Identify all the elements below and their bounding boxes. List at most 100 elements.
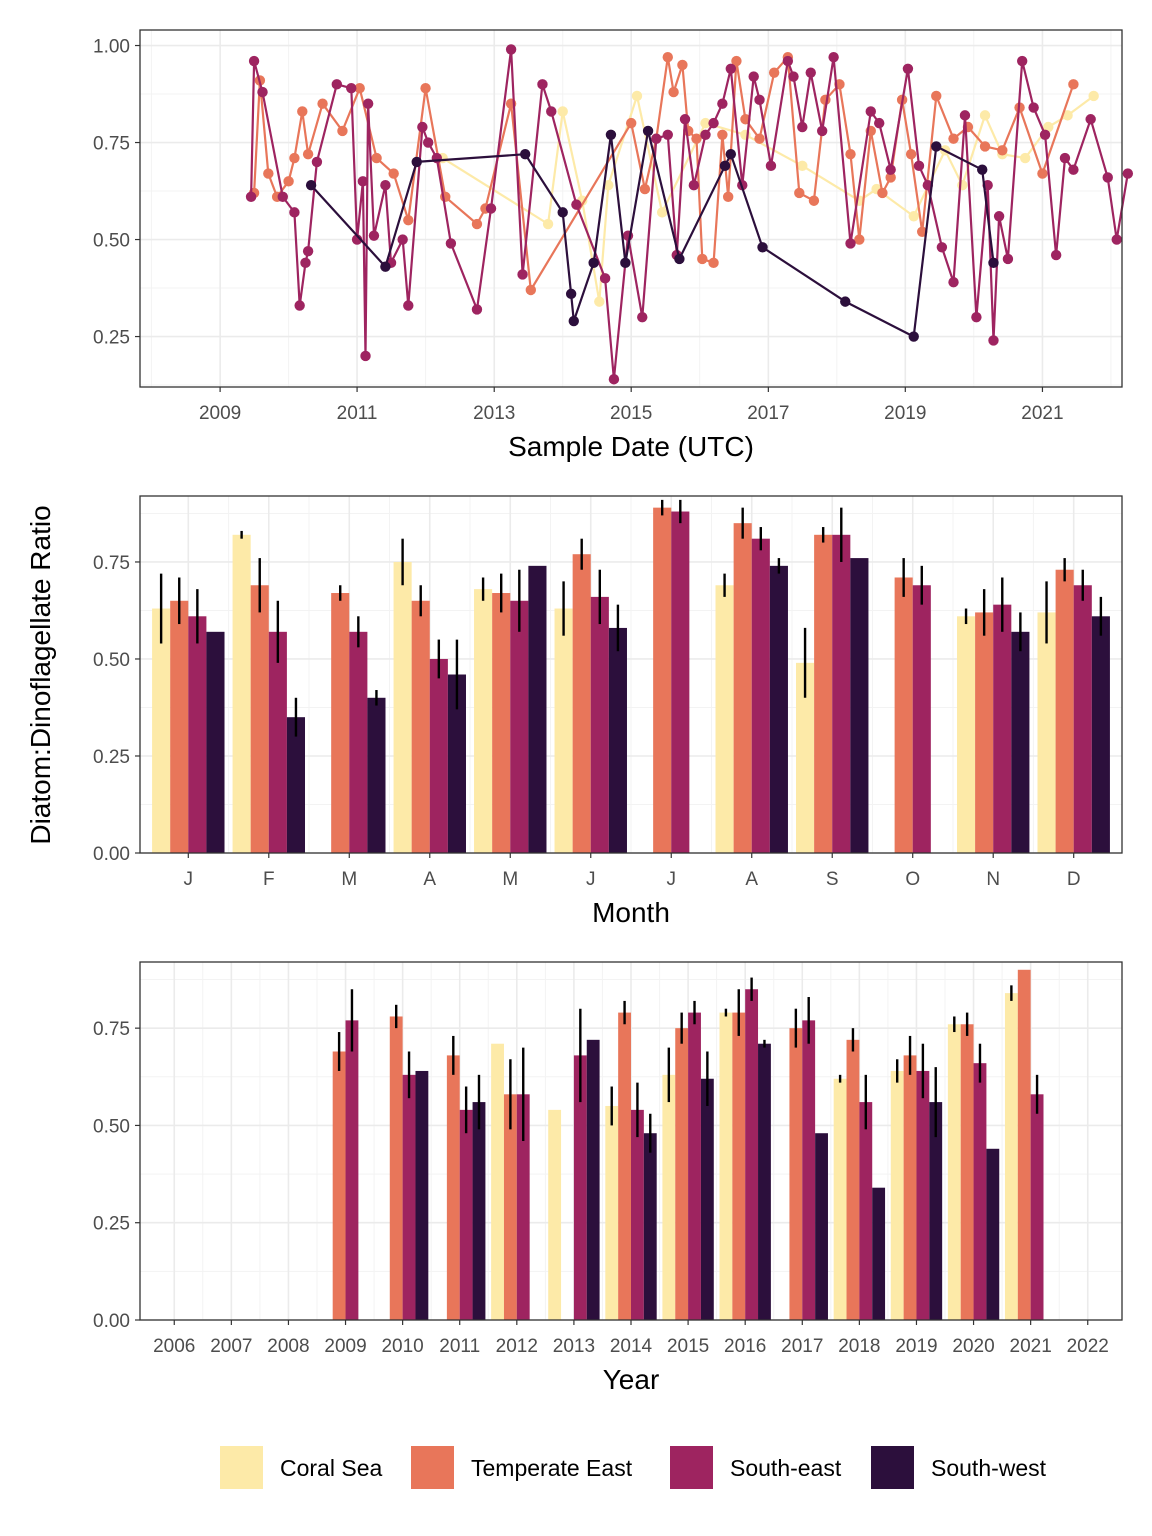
data-point (719, 160, 731, 172)
bar (912, 585, 931, 853)
y-tick-label: 0.50 (93, 231, 130, 252)
data-point (565, 288, 577, 300)
bar (1037, 612, 1056, 853)
series-line (310, 129, 995, 338)
data-point (420, 83, 431, 94)
series-south-west (206, 558, 1110, 853)
x-tick-label: 2021 (1010, 1336, 1052, 1357)
data-point (854, 234, 865, 245)
data-point (331, 79, 343, 90)
data-point (357, 176, 369, 187)
bar (510, 600, 529, 853)
x-tick-label: N (986, 869, 1000, 890)
bar (643, 1133, 657, 1320)
bar (232, 534, 251, 853)
data-point (302, 148, 314, 160)
data-point (905, 148, 917, 160)
data-point (754, 94, 765, 106)
bar (586, 1039, 600, 1320)
bar (393, 561, 412, 853)
y-tick-label: 0.75 (93, 553, 130, 574)
data-point (588, 257, 599, 269)
data-point (788, 71, 799, 82)
data-point (631, 90, 643, 102)
data-point (805, 67, 816, 78)
data-point (1016, 55, 1028, 67)
x-tick-label: 2009 (324, 1336, 366, 1357)
data-point (1068, 79, 1079, 90)
bar (528, 565, 547, 853)
x-tick-label: 2014 (610, 1336, 653, 1357)
bar (447, 674, 466, 853)
data-point (354, 83, 365, 94)
bar (993, 604, 1012, 853)
y-tick-label: 0.00 (93, 844, 130, 865)
data-point (411, 156, 422, 168)
data-point (725, 148, 737, 160)
legend-swatch (871, 1446, 914, 1489)
data-point (557, 106, 568, 117)
series-south-west (415, 1039, 1000, 1320)
panel-monthly: 0.00 0.25 0.50 0.75 J F M A M J J A S O N D Month (93, 495, 1123, 928)
bar (688, 1012, 701, 1320)
series-temperate-east (332, 969, 1031, 1320)
x-tick-label: S (826, 869, 839, 890)
panel-border (139, 961, 1123, 1321)
bar (402, 1074, 416, 1320)
bar (832, 534, 851, 853)
series-temperate-east (170, 499, 1074, 853)
data-point (568, 315, 579, 327)
x-tick-label: 2017 (747, 403, 789, 424)
bar (872, 1187, 886, 1320)
bar (956, 616, 976, 853)
legend-item-south-east: South-east (670, 1446, 842, 1489)
bar (894, 577, 913, 853)
data-point (1102, 172, 1113, 183)
bar (960, 1024, 974, 1320)
data-point (754, 133, 765, 144)
bar (1017, 969, 1031, 1320)
x-tick-label: 2015 (667, 1336, 709, 1357)
y-tick-label: 1.00 (93, 37, 130, 58)
data-point (865, 106, 876, 117)
data-point (289, 207, 300, 218)
x-tick-label: O (905, 869, 920, 890)
bar (572, 554, 591, 853)
bar (345, 1020, 359, 1320)
data-point (768, 67, 780, 78)
bar (929, 1102, 943, 1320)
x-tick-label: 2021 (1021, 403, 1063, 424)
data-point (700, 129, 711, 140)
bar (662, 1074, 676, 1320)
x-tick-label: 2013 (473, 403, 515, 424)
panel-yearly: 0.00 0.25 0.50 0.75 2006 2007 2008 2009 2010 2011… (93, 961, 1123, 1395)
series-south-east (188, 499, 1092, 853)
legend-item-south-west: South-west (871, 1446, 1047, 1489)
x-tick-label: 2022 (1067, 1336, 1109, 1357)
data-point (913, 160, 925, 172)
y-tick-label: 0.25 (93, 1214, 130, 1235)
data-point (662, 51, 673, 63)
x-tick-label: 2012 (496, 1336, 538, 1357)
bar (206, 631, 225, 853)
data-point (277, 191, 288, 203)
bar (890, 1070, 904, 1320)
data-point (948, 277, 959, 288)
x-tick-label: 2016 (724, 1336, 766, 1357)
bar (751, 538, 770, 853)
bar (815, 1133, 828, 1320)
data-point (337, 125, 348, 137)
bar (1073, 585, 1092, 853)
data-point (248, 55, 260, 67)
data-point (368, 230, 380, 241)
bar (986, 1148, 1000, 1320)
panel-border (139, 495, 1123, 854)
data-point (1039, 129, 1051, 140)
data-point (688, 180, 700, 191)
data-point (845, 148, 856, 160)
bar (814, 534, 833, 853)
bar (796, 662, 815, 853)
data-point (977, 164, 988, 175)
x-tick-label: J (586, 869, 596, 890)
bar (802, 1020, 816, 1320)
